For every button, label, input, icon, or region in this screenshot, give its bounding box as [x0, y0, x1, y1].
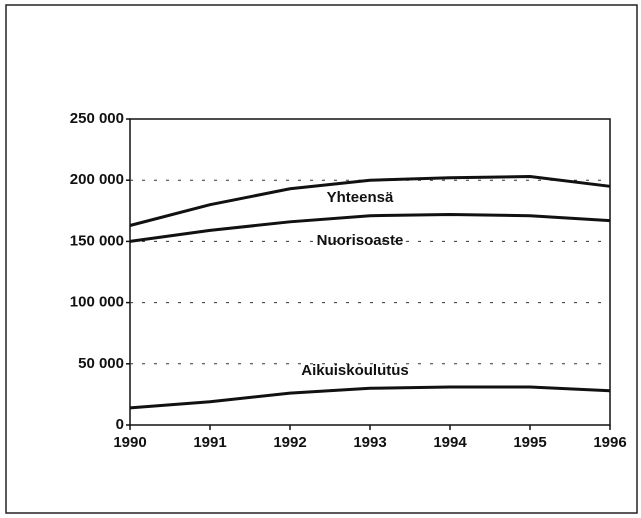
series-line — [129, 212, 611, 243]
series-label: Yhteensä — [327, 189, 394, 206]
y-tick-label: 200 000 — [70, 171, 124, 188]
x-tick-label: 1996 — [593, 434, 626, 451]
frame — [5, 4, 638, 514]
y-tick-label: 250 000 — [70, 110, 124, 127]
x-tick-label: 1990 — [113, 434, 146, 451]
x-tick-label: 1994 — [433, 434, 467, 451]
y-tick-label: 0 — [116, 416, 124, 433]
plot-area — [129, 118, 611, 426]
series-line — [129, 385, 611, 410]
y-tick-label: 100 000 — [70, 294, 124, 311]
series-line — [129, 175, 611, 227]
x-tick-label: 1993 — [353, 434, 386, 451]
x-tick-label: 1992 — [273, 434, 306, 451]
x-tick-label: 1991 — [193, 434, 226, 451]
y-tick-label: 150 000 — [70, 232, 124, 249]
y-tick-label: 50 000 — [78, 355, 124, 372]
x-tick-label: 1995 — [513, 434, 546, 451]
series-label: Nuorisoaste — [317, 232, 404, 249]
series-label: Aikuiskoulutus — [301, 362, 409, 379]
